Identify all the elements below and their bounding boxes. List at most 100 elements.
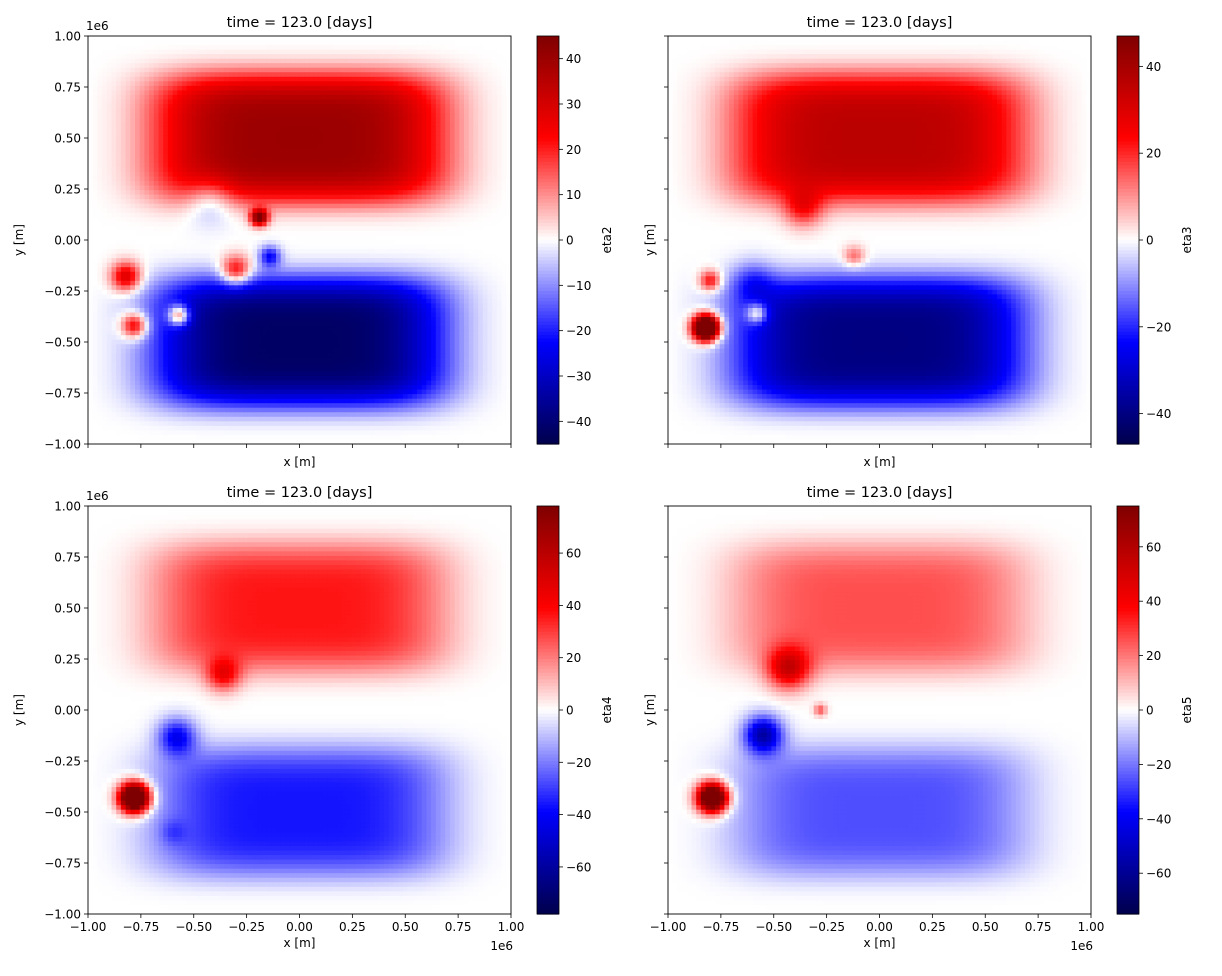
heatmap-cell — [210, 249, 216, 255]
heatmap-cell — [449, 185, 456, 191]
heatmap-cell — [88, 226, 94, 232]
heatmap-cell — [139, 276, 145, 282]
heatmap-cell — [120, 212, 127, 218]
heatmap-cell — [247, 49, 254, 55]
heatmap-cell — [238, 140, 244, 146]
heatmap-cell — [459, 104, 465, 110]
heatmap-cell — [459, 149, 465, 155]
heatmap-cell — [454, 167, 460, 173]
heatmap-cell — [313, 235, 319, 241]
heatmap-cell — [501, 135, 507, 141]
heatmap-cell — [102, 49, 108, 55]
heatmap-cell — [139, 149, 145, 155]
heatmap-cell — [402, 253, 409, 259]
heatmap-cell — [158, 212, 164, 218]
heatmap-cell — [182, 85, 188, 91]
heatmap-cell — [290, 81, 296, 87]
heatmap-cell — [346, 240, 352, 246]
heatmap-cell — [144, 262, 150, 268]
heatmap-cell — [496, 108, 503, 114]
heatmap-cell — [163, 67, 169, 73]
heatmap-cell — [351, 135, 357, 141]
heatmap-cell — [130, 253, 136, 259]
heatmap-cell — [243, 122, 249, 128]
heatmap-cell — [219, 158, 225, 164]
heatmap-cell — [290, 230, 296, 237]
heatmap-cell — [445, 244, 451, 250]
heatmap-cell — [355, 117, 362, 123]
heatmap-cell — [92, 226, 98, 232]
heatmap-cell — [496, 176, 503, 182]
heatmap-cell — [355, 153, 362, 159]
heatmap-cell — [417, 144, 423, 150]
heatmap-cell — [233, 185, 239, 191]
heatmap-cell — [238, 172, 244, 178]
heatmap-cell — [355, 54, 362, 60]
heatmap-cell — [261, 221, 268, 227]
heatmap-cell — [426, 135, 432, 141]
heatmap-cell — [158, 172, 164, 178]
heatmap-cell — [478, 194, 484, 200]
heatmap-cell — [487, 81, 493, 87]
heatmap-cell — [374, 49, 380, 55]
heatmap-cell — [116, 63, 122, 69]
heatmap-cell — [172, 285, 178, 291]
heatmap-cell — [435, 131, 442, 137]
heatmap-cell — [492, 208, 498, 214]
heatmap-cell — [120, 285, 127, 291]
heatmap-cell — [304, 267, 310, 273]
heatmap-cell — [163, 162, 169, 169]
heatmap-cell — [224, 276, 230, 282]
heatmap-cell — [299, 199, 305, 205]
heatmap-cell — [332, 185, 338, 191]
heatmap-cell — [323, 63, 329, 69]
heatmap-cell — [355, 76, 362, 82]
heatmap-cell — [308, 226, 315, 232]
heatmap-cell — [158, 208, 164, 214]
heatmap-cell — [468, 203, 474, 209]
heatmap-cell — [280, 99, 286, 105]
heatmap-cell — [88, 230, 94, 237]
heatmap-cell — [431, 76, 437, 82]
heatmap-cell — [388, 240, 395, 246]
heatmap-cell — [276, 94, 282, 101]
heatmap-cell — [224, 131, 230, 137]
heatmap-cell — [247, 135, 254, 141]
heatmap-cell — [130, 76, 136, 82]
heatmap-cell — [191, 45, 197, 51]
heatmap-cell — [440, 212, 446, 218]
heatmap-cell — [384, 258, 390, 264]
heatmap-cell — [153, 85, 160, 91]
heatmap-cell — [506, 194, 512, 200]
heatmap-cell — [299, 99, 305, 105]
heatmap-cell — [205, 181, 211, 187]
heatmap-cell — [290, 67, 296, 73]
heatmap-cell — [247, 40, 254, 46]
heatmap-cell — [393, 167, 399, 173]
heatmap-cell — [144, 45, 150, 51]
heatmap-cell — [163, 235, 169, 241]
heatmap-cell — [266, 258, 272, 264]
heatmap-cell — [435, 267, 442, 273]
heatmap-cell — [435, 72, 442, 78]
heatmap-cell — [431, 94, 437, 101]
heatmap-cell — [459, 76, 465, 82]
heatmap-cell — [153, 235, 160, 241]
heatmap-cell — [182, 167, 188, 173]
heatmap-cell — [337, 194, 343, 200]
heatmap-cell — [243, 262, 249, 268]
heatmap-cell — [238, 226, 244, 232]
heatmap-cell — [191, 99, 197, 105]
heatmap-cell — [285, 162, 291, 169]
heatmap-cell — [294, 113, 301, 119]
heatmap-cell — [304, 235, 310, 241]
heatmap-cell — [135, 249, 141, 255]
heatmap-cell — [219, 167, 225, 173]
heatmap-cell — [435, 140, 442, 146]
heatmap-cell — [360, 122, 366, 128]
heatmap-cell — [266, 131, 272, 137]
heatmap-cell — [276, 99, 282, 105]
heatmap-cell — [261, 181, 268, 187]
heatmap-cell — [172, 149, 178, 155]
heatmap-cell — [412, 85, 418, 91]
